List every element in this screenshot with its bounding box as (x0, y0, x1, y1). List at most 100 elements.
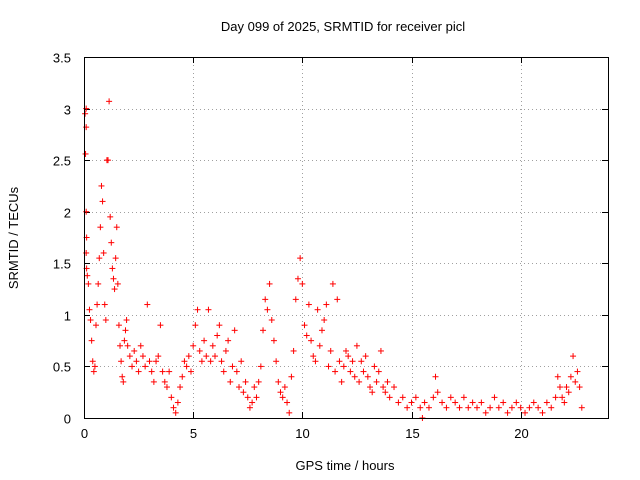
data-point (517, 404, 524, 411)
data-point (554, 373, 561, 380)
data-point (114, 280, 121, 287)
data-point (139, 353, 146, 360)
y-tick-labels: 0 0.5 1 1.5 2 2.5 3 3.5 (53, 51, 71, 427)
data-point (270, 337, 277, 344)
data-point (430, 394, 437, 401)
data-point (443, 404, 450, 411)
y-axis-label: SRMTID / TECUs (6, 186, 21, 289)
data-point (460, 394, 467, 401)
axis-ticks (84, 57, 608, 419)
data-point (110, 275, 117, 282)
data-point (249, 399, 256, 406)
y-tick-label: 0 (64, 412, 71, 427)
data-point (95, 280, 102, 287)
data-point (367, 384, 374, 391)
data-point (310, 353, 317, 360)
data-point (371, 363, 378, 370)
y-tick-label: 0.5 (53, 360, 71, 375)
data-point (343, 347, 349, 354)
y-tick-label: 3.5 (53, 51, 71, 66)
data-point (565, 389, 572, 396)
data-point (391, 384, 398, 391)
x-tick-label: 15 (405, 426, 419, 441)
data-point (166, 368, 173, 375)
data-point (124, 342, 131, 349)
data-point (207, 358, 214, 365)
data-point (222, 347, 229, 354)
data-point (439, 399, 446, 406)
data-point (122, 327, 129, 334)
data-point (109, 265, 116, 272)
data-point (303, 332, 310, 339)
data-point (231, 327, 238, 334)
data-point (119, 373, 126, 380)
data-point (395, 399, 402, 406)
data-point (572, 378, 579, 385)
data-point (539, 409, 546, 416)
data-point (157, 322, 164, 329)
data-point (491, 394, 498, 401)
data-point (198, 358, 205, 365)
data-point (570, 353, 577, 360)
data-point (312, 358, 319, 365)
data-point (288, 373, 295, 380)
data-point (89, 358, 96, 365)
x-tick-label: 0 (81, 426, 88, 441)
data-point (244, 394, 251, 401)
data-point (163, 384, 170, 391)
x-tick-label: 20 (514, 426, 528, 441)
data-point (97, 224, 104, 231)
data-point (364, 373, 371, 380)
data-point (340, 363, 347, 370)
data-point (318, 327, 325, 334)
data-point (236, 384, 243, 391)
y-tick-label: 1.5 (53, 257, 71, 272)
x-axis-label: GPS time / hours (296, 458, 395, 473)
x-tick-label: 5 (190, 426, 197, 441)
data-point (353, 342, 360, 349)
data-point (135, 368, 142, 375)
data-point (290, 347, 297, 354)
data-point (500, 399, 507, 406)
data-point (218, 358, 225, 365)
data-point (563, 384, 570, 391)
data-point (522, 409, 529, 416)
data-point (297, 255, 304, 262)
data-point (513, 399, 520, 406)
data-point (93, 322, 100, 329)
data-point (112, 255, 119, 262)
data-point (196, 347, 203, 354)
data-point (100, 249, 107, 256)
data-point (174, 399, 181, 406)
data-point (281, 384, 288, 391)
data-point (85, 280, 92, 287)
data-point (99, 198, 106, 205)
data-point (338, 378, 345, 385)
data-point (126, 353, 133, 360)
data-point (262, 296, 269, 303)
data-point (559, 394, 566, 401)
data-point (347, 368, 354, 375)
data-point (417, 404, 424, 411)
data-point (111, 286, 118, 293)
data-point (115, 322, 122, 329)
data-point (578, 404, 585, 411)
data-point (137, 342, 144, 349)
data-point (225, 337, 232, 344)
data-point (87, 317, 94, 324)
data-point (90, 368, 97, 375)
data-point (107, 213, 114, 220)
data-point (190, 342, 197, 349)
data-point (106, 98, 113, 105)
data-point (84, 272, 91, 279)
data-point (108, 239, 115, 246)
y-tick-label: 2.5 (53, 154, 71, 169)
y-tick-label: 1 (64, 309, 71, 324)
data-point (179, 373, 186, 380)
data-point (86, 306, 93, 313)
data-point (325, 363, 332, 370)
data-point (275, 378, 282, 385)
data-point (574, 368, 581, 375)
data-point (88, 337, 95, 344)
data-point (421, 399, 428, 406)
